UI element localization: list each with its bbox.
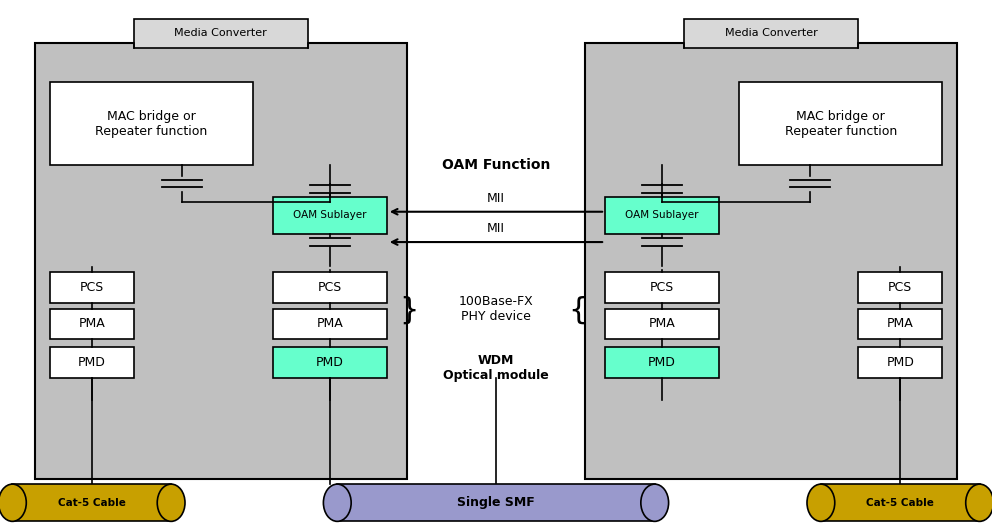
Text: PMD: PMD bbox=[648, 356, 677, 369]
FancyBboxPatch shape bbox=[50, 272, 134, 303]
Text: WDM
Optical module: WDM Optical module bbox=[443, 354, 549, 382]
Text: Single SMF: Single SMF bbox=[457, 496, 535, 509]
Text: OAM Sublayer: OAM Sublayer bbox=[293, 211, 367, 220]
FancyBboxPatch shape bbox=[605, 272, 719, 303]
Text: Media Converter: Media Converter bbox=[725, 28, 817, 38]
Text: Cat-5 Cable: Cat-5 Cable bbox=[58, 498, 126, 508]
Text: PMD: PMD bbox=[886, 356, 915, 369]
Text: PMA: PMA bbox=[316, 318, 343, 330]
Text: 100Base-FX
PHY device: 100Base-FX PHY device bbox=[458, 295, 534, 322]
Text: Cat-5 Cable: Cat-5 Cable bbox=[866, 498, 934, 508]
Ellipse shape bbox=[641, 484, 669, 521]
FancyBboxPatch shape bbox=[821, 484, 980, 521]
FancyBboxPatch shape bbox=[739, 82, 942, 165]
Text: PCS: PCS bbox=[317, 281, 342, 294]
Ellipse shape bbox=[806, 484, 835, 521]
Text: PMA: PMA bbox=[78, 318, 105, 330]
Ellipse shape bbox=[157, 484, 185, 521]
Text: PMA: PMA bbox=[649, 318, 676, 330]
FancyBboxPatch shape bbox=[50, 82, 253, 165]
Text: PCS: PCS bbox=[650, 281, 675, 294]
Text: PMA: PMA bbox=[887, 318, 914, 330]
FancyBboxPatch shape bbox=[273, 347, 387, 378]
Text: MAC bridge or
Repeater function: MAC bridge or Repeater function bbox=[785, 110, 897, 138]
Text: PCS: PCS bbox=[79, 281, 104, 294]
FancyBboxPatch shape bbox=[50, 347, 134, 378]
Text: MII: MII bbox=[487, 192, 505, 205]
FancyBboxPatch shape bbox=[585, 43, 957, 479]
FancyBboxPatch shape bbox=[858, 347, 942, 378]
Text: PMD: PMD bbox=[315, 356, 344, 369]
FancyBboxPatch shape bbox=[858, 309, 942, 339]
FancyBboxPatch shape bbox=[273, 309, 387, 339]
Text: MAC bridge or
Repeater function: MAC bridge or Repeater function bbox=[95, 110, 207, 138]
Ellipse shape bbox=[965, 484, 992, 521]
FancyBboxPatch shape bbox=[50, 309, 134, 339]
Text: Media Converter: Media Converter bbox=[175, 28, 267, 38]
Text: OAM Function: OAM Function bbox=[441, 158, 551, 172]
FancyBboxPatch shape bbox=[605, 309, 719, 339]
FancyBboxPatch shape bbox=[684, 19, 858, 48]
FancyBboxPatch shape bbox=[337, 484, 655, 521]
FancyBboxPatch shape bbox=[134, 19, 308, 48]
Text: OAM Sublayer: OAM Sublayer bbox=[625, 211, 699, 220]
FancyBboxPatch shape bbox=[605, 347, 719, 378]
FancyBboxPatch shape bbox=[273, 197, 387, 234]
Text: PMD: PMD bbox=[77, 356, 106, 369]
FancyBboxPatch shape bbox=[858, 272, 942, 303]
Ellipse shape bbox=[0, 484, 26, 521]
FancyBboxPatch shape bbox=[12, 484, 171, 521]
Text: }: } bbox=[399, 295, 419, 325]
Text: MII: MII bbox=[487, 222, 505, 235]
Text: {: { bbox=[567, 295, 587, 325]
FancyBboxPatch shape bbox=[35, 43, 407, 479]
FancyBboxPatch shape bbox=[605, 197, 719, 234]
Text: PCS: PCS bbox=[888, 281, 913, 294]
FancyBboxPatch shape bbox=[273, 272, 387, 303]
Ellipse shape bbox=[323, 484, 351, 521]
